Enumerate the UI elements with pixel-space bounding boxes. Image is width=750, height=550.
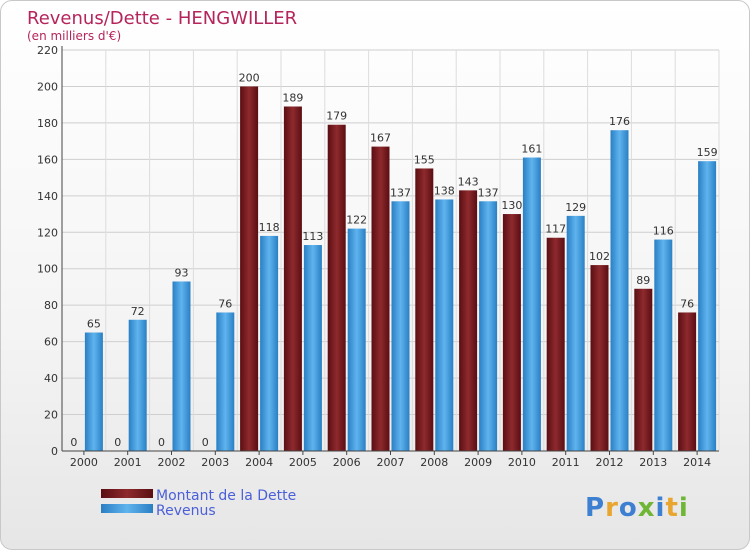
data-label-bar-dette-2011: 117 [545, 223, 566, 236]
bar-dette-2005 [283, 106, 302, 451]
x-tick-label: 2002 [158, 456, 186, 469]
data-label-bar-revenus-2000: 65 [87, 318, 101, 331]
y-tick-label: 100 [37, 263, 58, 276]
x-tick-label: 2010 [508, 456, 536, 469]
y-tick-label: 120 [37, 226, 58, 239]
data-label-bar-revenus-2008: 138 [434, 184, 455, 197]
data-label-bar-revenus-2009: 137 [478, 186, 499, 199]
data-label-bar-dette-2000: 0 [70, 436, 77, 449]
bar-revenus-2003 [216, 312, 235, 451]
data-label-bar-revenus-2012: 176 [609, 115, 630, 128]
y-tick-label: 140 [37, 190, 58, 203]
data-label-bar-dette-2014: 76 [680, 297, 694, 310]
bar-dette-2008 [415, 168, 434, 451]
legend-label-debt: Montant de la Dette [156, 488, 296, 504]
legend: Montant de la Dette Revenus [101, 488, 296, 519]
x-tick-label: 2011 [552, 456, 580, 469]
x-tick-label: 2006 [333, 456, 361, 469]
bar-dette-2007 [371, 146, 390, 451]
bar-revenus-2008 [435, 199, 454, 451]
bar-revenus-2002 [172, 281, 191, 451]
bar-dette-2014 [678, 312, 697, 451]
y-tick-label: 20 [44, 409, 58, 422]
data-label-bar-dette-2012: 102 [589, 250, 610, 263]
bar-revenus-2010 [522, 157, 541, 452]
bar-revenus-2013 [654, 239, 673, 451]
bar-revenus-2009 [479, 201, 498, 451]
chart-subtitle: (en milliers d'€) [27, 29, 121, 43]
x-tick-label: 2003 [201, 456, 229, 469]
y-tick-label: 200 [37, 80, 58, 93]
bar-revenus-2014 [698, 161, 717, 451]
bar-revenus-2000 [84, 332, 103, 451]
bar-dette-2009 [459, 190, 478, 451]
data-label-bar-dette-2002: 0 [158, 436, 165, 449]
data-label-bar-revenus-2002: 93 [175, 266, 189, 279]
data-label-bar-dette-2004: 200 [239, 71, 260, 84]
x-tick-label: 2000 [70, 456, 98, 469]
y-tick-label: 0 [51, 445, 58, 458]
bar-dette-2012 [590, 265, 609, 451]
data-label-bar-revenus-2010: 161 [521, 143, 542, 156]
data-label-bar-revenus-2005: 113 [302, 230, 323, 243]
data-label-bar-revenus-2004: 118 [259, 221, 280, 234]
data-label-bar-revenus-2007: 137 [390, 186, 411, 199]
x-tick-label: 2005 [289, 456, 317, 469]
svg-text:Proxiti: Proxiti [585, 493, 689, 523]
y-tick-label: 40 [44, 372, 58, 385]
bar-revenus-2011 [566, 215, 585, 451]
x-tick-label: 2012 [596, 456, 624, 469]
legend-swatch-debt [101, 489, 153, 498]
data-label-bar-dette-2001: 0 [114, 436, 121, 449]
chart-title: Revenus/Dette - HENGWILLER [27, 8, 297, 29]
data-label-bar-dette-2008: 155 [414, 153, 435, 166]
x-tick-label: 2008 [420, 456, 448, 469]
bar-dette-2011 [546, 237, 565, 451]
bar-revenus-2004 [260, 235, 279, 451]
legend-swatch-revenus [101, 504, 153, 513]
data-label-bar-revenus-2001: 72 [131, 305, 145, 318]
data-label-bar-revenus-2003: 76 [218, 297, 232, 310]
bar-dette-2004 [240, 86, 259, 452]
data-label-bar-dette-2013: 89 [636, 274, 650, 287]
data-label-bar-revenus-2014: 159 [697, 146, 718, 159]
bars: 0 65 0 72 0 93 0 76 200 118 189 113 179 122 167 137 155 1… [70, 71, 718, 452]
y-tick-label: 80 [44, 299, 58, 312]
legend-label-revenus: Revenus [156, 503, 216, 519]
y-tick-label: 180 [37, 117, 58, 130]
x-tick-label: 2007 [377, 456, 405, 469]
bar-revenus-2001 [128, 319, 147, 451]
data-label-bar-dette-2005: 189 [282, 92, 303, 105]
proxiti-logo: Proxiti [585, 493, 689, 523]
data-label-bar-revenus-2006: 122 [346, 214, 367, 227]
bar-dette-2006 [327, 124, 346, 452]
bar-revenus-2006 [347, 228, 366, 451]
x-tick-label: 2001 [114, 456, 142, 469]
data-label-bar-revenus-2011: 129 [565, 201, 586, 214]
y-tick-label: 160 [37, 153, 58, 166]
x-tick-label: 2004 [245, 456, 273, 469]
y-tick-label: 60 [44, 336, 58, 349]
data-label-bar-dette-2010: 130 [501, 199, 522, 212]
data-label-bar-revenus-2013: 116 [653, 225, 674, 238]
y-tick-label: 220 [37, 44, 58, 57]
data-label-bar-dette-2007: 167 [370, 132, 391, 145]
x-tick-label: 2014 [683, 456, 711, 469]
bar-dette-2010 [502, 214, 521, 451]
x-tick-label: 2009 [464, 456, 492, 469]
data-label-bar-dette-2006: 179 [326, 110, 347, 123]
bar-revenus-2005 [303, 245, 322, 451]
bar-revenus-2007 [391, 201, 410, 451]
bar-dette-2013 [634, 288, 653, 451]
bar-revenus-2012 [610, 130, 629, 451]
data-label-bar-dette-2003: 0 [202, 436, 209, 449]
data-label-bar-dette-2009: 143 [458, 175, 479, 188]
x-tick-label: 2013 [639, 456, 667, 469]
